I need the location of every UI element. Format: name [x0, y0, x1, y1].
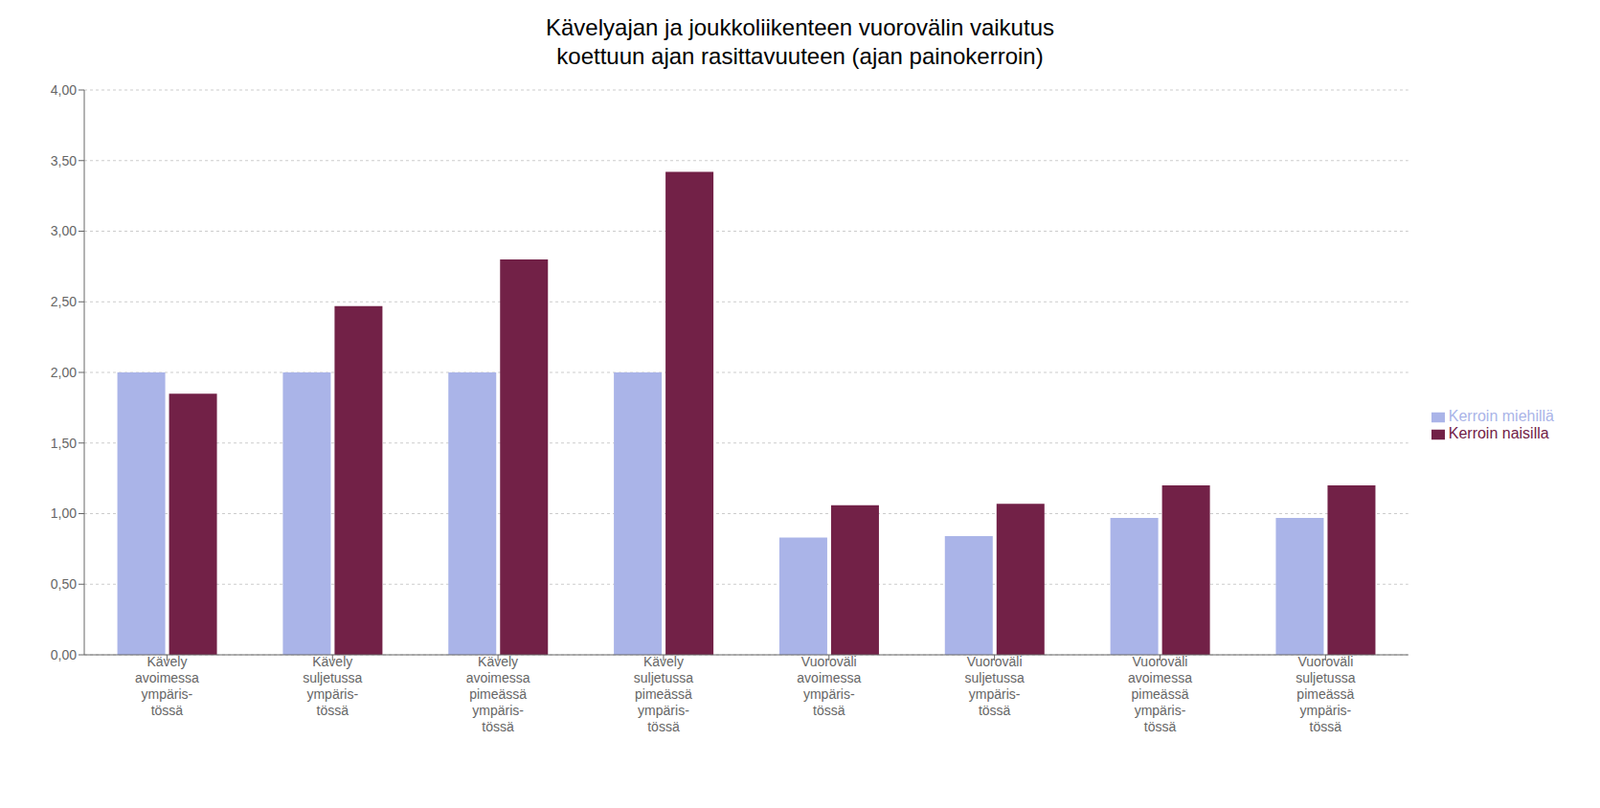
svg-text:4,00: 4,00 — [50, 82, 77, 98]
svg-text:Kävelysuljetussapimeässäympäri: Kävelysuljetussapimeässäympäris-tössä — [633, 653, 694, 735]
svg-text:Kävelysuljetussaympäris-tössä: Kävelysuljetussaympäris-tössä — [302, 653, 362, 719]
svg-text:1,00: 1,00 — [50, 505, 77, 521]
html-text:Kävelyajan ja joukkoliikenteen: Kävelyajan ja joukkoliikenteen vuoroväli… — [545, 14, 1055, 41]
svg-text:2,50: 2,50 — [50, 293, 77, 310]
svg-text:Vuoroväliavoimessaympäris-töss: Vuoroväliavoimessaympäris-tössä — [796, 653, 861, 719]
svg-text:0,00: 0,00 — [50, 647, 77, 663]
svg-text:Kävelyavoimessaympäris-tössä: Kävelyavoimessaympäris-tössä — [135, 653, 200, 719]
svg-text:Vuorovälisuljetussaympäris-tös: Vuorovälisuljetussaympäris-tössä — [964, 653, 1024, 719]
svg-text:1,50: 1,50 — [50, 435, 77, 451]
html-text:Kerroin naisilla: Kerroin naisilla — [1448, 425, 1549, 442]
svg-text:3,50: 3,50 — [50, 153, 77, 169]
svg-text:Kävelyavoimessapimeässäympäris: Kävelyavoimessapimeässäympäris-tössä — [466, 653, 531, 735]
svg-text:2,00: 2,00 — [50, 364, 77, 381]
html-text:Kerroin miehillä: Kerroin miehillä — [1448, 407, 1555, 425]
svg-text:3,00: 3,00 — [50, 223, 77, 239]
svg-text:Vuoroväliavoimessapimeässäympä: Vuoroväliavoimessapimeässäympäris-tössä — [1127, 653, 1193, 735]
svg-text:0,50: 0,50 — [50, 576, 77, 592]
html-text:koettuun ajan rasittavuuteen (: koettuun ajan rasittavuuteen (ajan paino… — [556, 43, 1044, 69]
svg-text:Vuorovälisuljetussapimeässäymp: Vuorovälisuljetussapimeässäympäris-tössä — [1295, 653, 1355, 735]
